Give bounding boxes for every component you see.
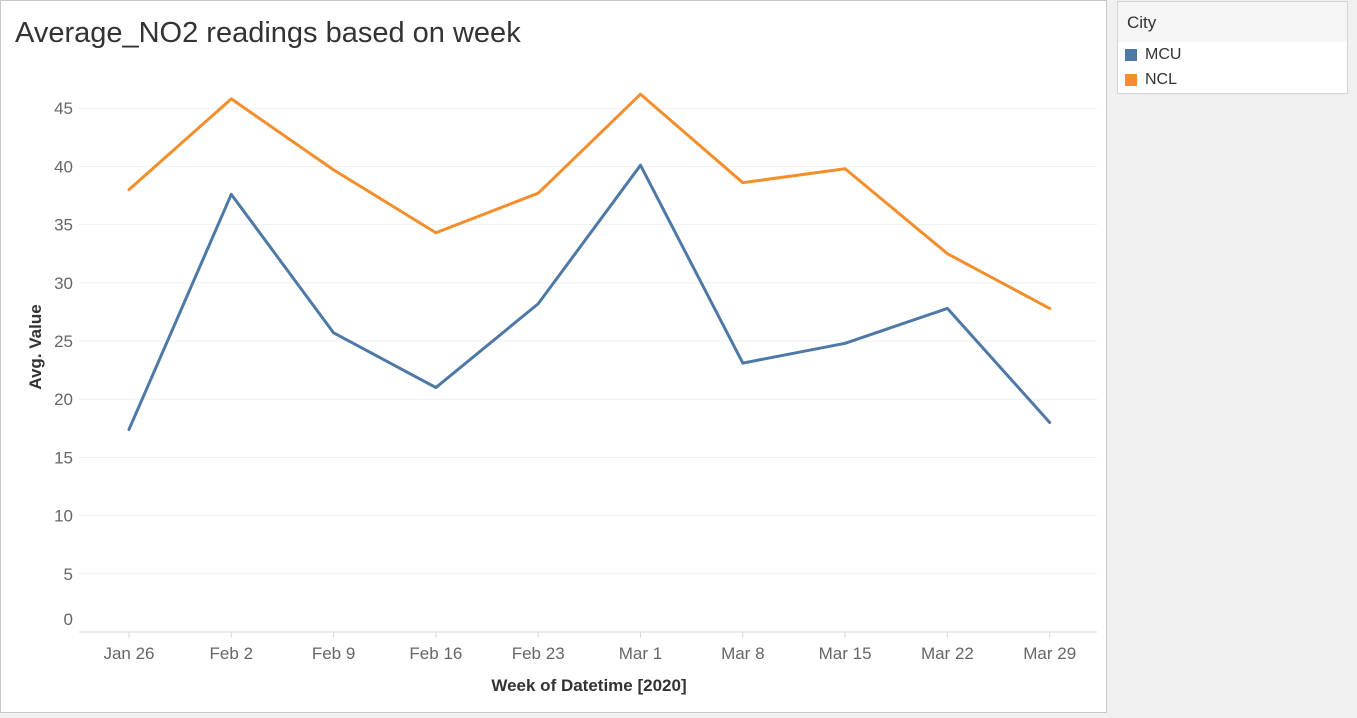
y-tick-label-20: 20 (54, 390, 73, 409)
y-tick-label-30: 30 (54, 274, 73, 293)
series-line-mcu[interactable] (127, 163, 1052, 431)
axes: 0 5 10 15 20 25 30 35 40 45 Jan 26 Feb 2 Feb 9 Feb 16… (54, 99, 1097, 663)
y-tick-label-15: 15 (54, 448, 73, 467)
x-tick-label-mar-15: Mar 15 (819, 644, 872, 663)
y-tick-label-5: 5 (64, 565, 73, 584)
x-tick-label-feb-16: Feb 16 (409, 644, 462, 663)
x-tick-label-mar-8: Mar 8 (721, 644, 764, 663)
line-chart: 0 5 10 15 20 25 30 35 40 45 Jan 26 Feb 2 Feb 9 Feb 16… (26, 92, 1097, 695)
x-tick-label-jan-26: Jan 26 (103, 644, 154, 663)
y-tick-label-0: 0 (64, 610, 73, 629)
x-tick-label-mar-22: Mar 22 (921, 644, 974, 663)
x-tick-label-mar-29: Mar 29 (1023, 644, 1076, 663)
legend-item-mcu[interactable]: MCU (1118, 42, 1347, 67)
x-axis-title: Week of Datetime [2020] (491, 676, 686, 695)
series-lines (127, 92, 1052, 431)
x-tick-label-feb-9: Feb 9 (312, 644, 355, 663)
x-tick-label-mar-1: Mar 1 (619, 644, 662, 663)
legend-item-ncl[interactable]: NCL (1118, 67, 1347, 92)
y-axis-title: Avg. Value (26, 304, 45, 389)
legend-title: City (1118, 2, 1347, 42)
y-tick-label-25: 25 (54, 332, 73, 351)
chart-panel: Average_NO2 readings based on week 0 5 10 1… (0, 0, 1107, 713)
legend-swatch-mcu (1125, 48, 1137, 61)
gridlines (79, 107, 1097, 575)
legend-label-mcu: MCU (1145, 45, 1182, 63)
y-tick-label-45: 45 (54, 99, 73, 118)
series-line-ncl[interactable] (127, 92, 1052, 310)
legend: City MCU NCL (1117, 1, 1348, 94)
y-tick-label-10: 10 (54, 507, 73, 526)
y-tick-label-35: 35 (54, 216, 73, 235)
x-tick-label-feb-23: Feb 23 (512, 644, 565, 663)
legend-swatch-ncl (1125, 73, 1137, 86)
y-tick-label-40: 40 (54, 157, 73, 176)
x-tick-label-feb-2: Feb 2 (210, 644, 253, 663)
chart-title: Average_NO2 readings based on week (15, 17, 521, 49)
legend-label-ncl: NCL (1145, 70, 1178, 88)
